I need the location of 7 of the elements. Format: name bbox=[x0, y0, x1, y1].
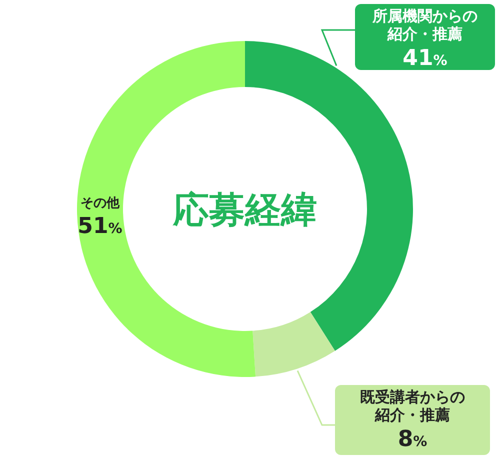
data-label: 41% bbox=[402, 46, 448, 71]
slice-label: 所属機関からの紹介・推薦 bbox=[372, 7, 478, 43]
data-label: 51% bbox=[78, 214, 122, 239]
data-label: 8% bbox=[398, 427, 428, 452]
text: 応募経緯 bbox=[172, 190, 317, 231]
slice-label: 既受講者からの紹介・推薦 bbox=[360, 388, 465, 424]
slice-label: その他 bbox=[80, 196, 120, 211]
